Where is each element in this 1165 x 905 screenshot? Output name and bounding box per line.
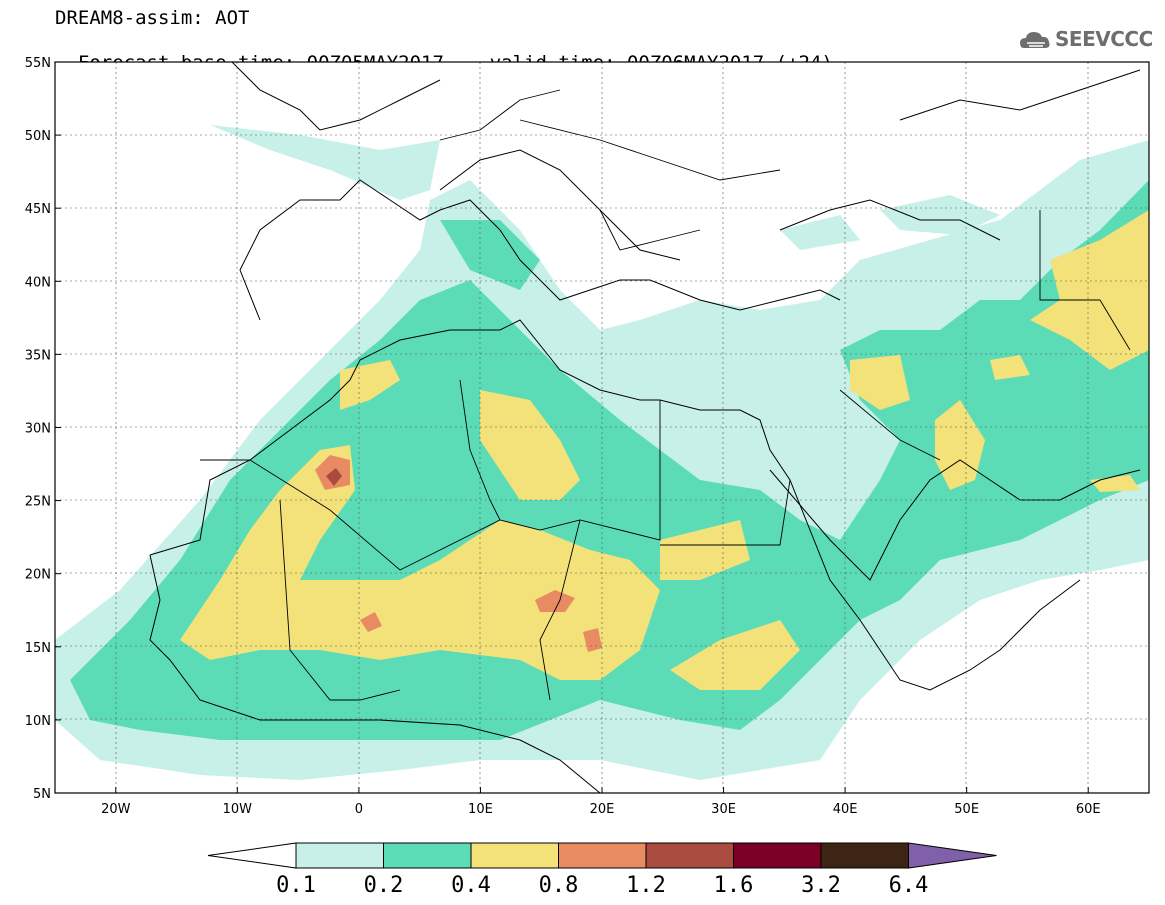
colorbar-level-label: 3.2	[801, 873, 841, 898]
colorbar-level-label: 0.1	[276, 873, 316, 898]
coastlines	[149, 62, 1141, 793]
lat-label: 40N	[25, 275, 51, 290]
lat-label: 50N	[25, 129, 51, 144]
colorbar-box	[558, 842, 647, 869]
lon-label: 40E	[833, 802, 858, 817]
lat-label: 35N	[25, 348, 51, 363]
colorbar-level-label: 1.2	[626, 873, 666, 898]
header-line-1: DREAM8-assim: AOT	[55, 7, 250, 29]
lat-label: 55N	[25, 56, 51, 71]
lat-label: 30N	[25, 422, 51, 437]
lon-label: 50E	[954, 802, 979, 817]
colorbar-labels: 0.1 0.2 0.4 0.8 1.2 1.6 3.2 6.4	[276, 873, 928, 898]
colorbar-box	[470, 842, 559, 869]
lat-label: 10N	[25, 714, 51, 729]
lon-label: 20E	[590, 802, 615, 817]
colorbar-level-label: 0.4	[451, 873, 491, 898]
lon-label: 60E	[1076, 802, 1101, 817]
colorbar-level-label: 1.6	[714, 873, 754, 898]
lat-label: 20N	[25, 568, 51, 583]
colorbar-high-arrow	[908, 842, 997, 869]
lon-labels: 20W 10W 0 10E 20E 30E 40E 50E 60E	[101, 787, 1101, 817]
lat-label: 45N	[25, 202, 51, 217]
logo-text: SEEVCCC	[1055, 27, 1153, 51]
colorbar-boxes	[207, 842, 997, 869]
lat-label: 25N	[25, 495, 51, 510]
cloud-logo-icon	[1020, 32, 1050, 48]
colorbar-level-label: 6.4	[889, 873, 929, 898]
colorbar-box	[733, 842, 822, 869]
colorbar-level-label: 0.2	[364, 873, 404, 898]
colorbar-box	[820, 842, 909, 869]
lon-label: 10W	[223, 802, 253, 817]
lat-label: 5N	[33, 787, 51, 802]
colorbar-box	[645, 842, 734, 869]
aot-shading	[55, 125, 1149, 780]
lat-labels: 55N 50N 45N 40N 35N 30N 25N 20N 15N 10N 5N	[25, 56, 61, 802]
colorbar-box	[383, 842, 472, 869]
colorbar-box	[295, 842, 384, 869]
lon-label: 10E	[468, 802, 493, 817]
colorbar-level-label: 0.8	[539, 873, 579, 898]
lon-label: 30E	[711, 802, 736, 817]
colorbar-low-arrow	[207, 842, 297, 869]
grid-lines	[55, 62, 1149, 793]
borders	[200, 89, 1131, 701]
lat-label: 15N	[25, 641, 51, 656]
lon-label: 20W	[101, 802, 131, 817]
lon-label: 0	[355, 802, 363, 817]
